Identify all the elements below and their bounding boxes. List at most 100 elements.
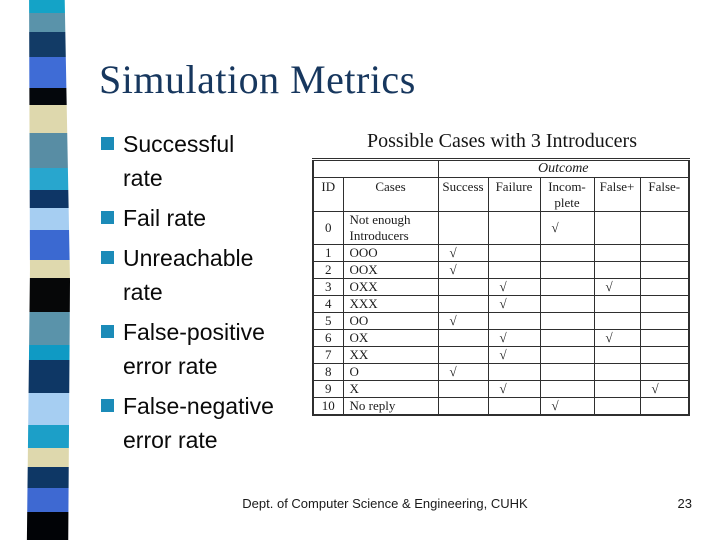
cases-cell: O [342, 363, 439, 381]
id-cell: 9 [312, 380, 344, 398]
failure-check-cell: √ [487, 380, 541, 398]
false-positive-check-cell [593, 261, 641, 279]
incomplete-check-cell [539, 346, 595, 364]
table-row: 6 OX √ √ [312, 329, 690, 347]
strip-segment [26, 0, 70, 13]
cases-table: Outcome ID Cases Success Failure Incom- … [312, 158, 691, 416]
failure-check-cell: √ [487, 278, 541, 296]
bullet-square-icon [101, 251, 114, 264]
strip-segment [26, 133, 70, 168]
failure-check-cell [487, 244, 541, 262]
success-check-cell: √ [437, 244, 489, 262]
table-row: 10 No reply √ [312, 397, 690, 416]
strip-segment [26, 168, 70, 190]
strip-segment [26, 425, 70, 448]
list-item: Fail rate [101, 201, 287, 235]
strip-segment [26, 345, 70, 360]
strip-segment [26, 208, 70, 230]
incomplete-check-cell [539, 295, 595, 313]
table-row: 1 OOO √ [312, 244, 690, 262]
id-cell: 0 [312, 211, 344, 245]
strip-segment [26, 57, 70, 88]
failure-check-cell: √ [487, 329, 541, 347]
strip-segment [26, 278, 70, 312]
success-check-cell: √ [437, 312, 489, 330]
id-cell: 4 [312, 295, 344, 313]
cases-table-body: 0 Not enough Introducers √ 1 OOO √ 2 OOX √ 3 OXX √ √… [312, 211, 690, 416]
strip-segment [26, 467, 70, 488]
page-number: 23 [677, 496, 692, 511]
false-negative-check-cell [639, 397, 690, 416]
strip-segment [26, 190, 70, 208]
success-check-cell [437, 380, 489, 398]
id-cell: 5 [312, 312, 344, 330]
incomplete-check-cell [539, 312, 595, 330]
cases-cell: XX [342, 346, 439, 364]
table-row: 2 OOX √ [312, 261, 690, 279]
id-cell: 7 [312, 346, 344, 364]
cases-cell: XXX [342, 295, 439, 313]
table-row: 7 XX √ [312, 346, 690, 364]
list-item: Unreachable rate [101, 241, 287, 309]
success-check-cell: √ [437, 261, 489, 279]
false-negative-check-cell [639, 244, 690, 262]
bullet-square-icon [101, 399, 114, 412]
success-check-cell [437, 346, 489, 364]
incomplete-check-cell [539, 278, 595, 296]
list-item: False-positive error rate [101, 315, 287, 383]
false-positive-check-cell [593, 312, 641, 330]
col-header-false-positive: False+ [593, 177, 641, 212]
col-header-id: ID [312, 177, 344, 212]
table-row: 8 O √ [312, 363, 690, 381]
bullet-square-icon [101, 137, 114, 150]
incomplete-check-cell [539, 329, 595, 347]
decorative-strip [26, 0, 70, 540]
strip-segment [26, 105, 70, 133]
bullet-item-label: False-positive error rate [123, 319, 265, 379]
table-heading: Possible Cases with 3 Introducers [367, 130, 637, 152]
false-negative-check-cell [639, 278, 690, 296]
failure-check-cell [487, 211, 541, 245]
col-header-cases: Cases [342, 177, 439, 212]
incomplete-check-cell: √ [539, 397, 595, 416]
table-row: 9 X √ √ [312, 380, 690, 398]
id-cell: 10 [312, 397, 344, 416]
col-header-incomplete: Incom- plete [539, 177, 595, 212]
id-cell: 1 [312, 244, 344, 262]
strip-segment [26, 32, 70, 57]
bullet-item-label: Unreachable rate [123, 245, 254, 305]
incomplete-check-cell: √ [539, 211, 595, 245]
cases-cell: Not enough Introducers [342, 211, 439, 245]
cases-cell: No reply [342, 397, 439, 416]
blank-header-cell [312, 159, 439, 178]
incomplete-check-cell [539, 363, 595, 381]
cases-cell: OX [342, 329, 439, 347]
table-row: 4 XXX √ [312, 295, 690, 313]
success-check-cell [437, 397, 489, 416]
failure-check-cell [487, 312, 541, 330]
false-negative-check-cell [639, 329, 690, 347]
strip-segment [26, 360, 70, 393]
id-cell: 6 [312, 329, 344, 347]
strip-segment [26, 13, 70, 32]
id-cell: 8 [312, 363, 344, 381]
id-cell: 2 [312, 261, 344, 279]
cases-cell: OOX [342, 261, 439, 279]
list-item: Successful rate [101, 127, 287, 195]
strip-segment [26, 260, 70, 278]
false-positive-check-cell [593, 380, 641, 398]
strip-segment [26, 230, 70, 260]
bullet-square-icon [101, 325, 114, 338]
strip-segment [26, 448, 70, 467]
failure-check-cell [487, 397, 541, 416]
false-positive-check-cell [593, 363, 641, 381]
false-positive-check-cell [593, 211, 641, 245]
failure-check-cell [487, 363, 541, 381]
false-negative-check-cell: √ [639, 380, 690, 398]
false-positive-check-cell: √ [593, 329, 641, 347]
cases-cell: OOO [342, 244, 439, 262]
false-positive-check-cell: √ [593, 278, 641, 296]
false-negative-check-cell [639, 261, 690, 279]
false-negative-check-cell [639, 312, 690, 330]
